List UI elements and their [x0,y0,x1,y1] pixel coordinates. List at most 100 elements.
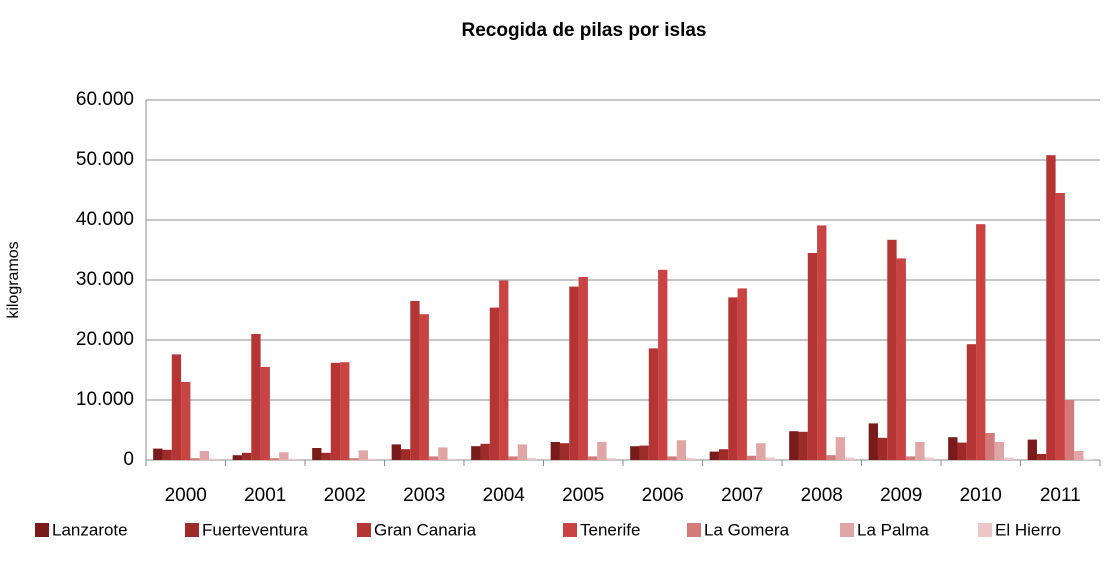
bar [826,455,836,460]
bar [667,456,677,460]
bar [232,455,242,460]
bar [1074,451,1084,460]
bar [489,307,500,460]
bar [728,297,738,460]
bar [269,458,280,460]
x-tick-label: 2005 [562,485,604,506]
x-tick-label: 2004 [483,485,526,506]
bar [587,456,598,460]
bar [976,224,986,460]
bar [597,442,607,460]
bar [508,456,518,460]
bar [1046,155,1056,460]
legend-label: Tenerife [580,520,640,539]
bar [349,458,359,460]
legend-label: La Palma [857,520,929,539]
bar [1055,193,1065,460]
bar [288,458,298,460]
x-tick-label: 2001 [244,485,286,506]
bar [896,258,906,460]
bar [260,367,270,460]
bar [746,455,757,460]
bar [153,448,163,460]
bar [162,449,172,460]
bar [765,457,775,460]
legend-swatch [563,523,577,537]
x-tick-label: 2003 [403,485,445,506]
bar [924,457,934,460]
bar [835,437,846,460]
y-tick-label: 40.000 [76,209,134,230]
y-tick-label: 20.000 [76,329,134,350]
bar [994,442,1005,460]
bar [330,362,341,460]
bar [410,301,420,460]
bar [798,431,808,460]
bar [915,442,925,460]
bar [630,446,640,460]
bar [391,444,401,460]
bar [171,354,182,460]
legend-swatch [357,523,371,537]
y-tick-label: 0 [123,449,134,470]
bar [471,446,481,460]
legend-label: Fuerteventura [202,520,308,539]
bar [1036,454,1047,460]
y-tick-label: 50.000 [76,149,134,170]
y-axis-title: kilogramos [5,241,22,318]
bar [877,437,888,460]
bar [321,452,331,460]
bar [517,444,528,460]
bar [658,269,668,460]
bar [985,433,995,460]
legend-swatch [687,523,701,537]
bar [358,450,369,460]
bar [648,348,659,460]
bar [199,451,210,460]
y-tick-label: 10.000 [76,389,134,410]
legend-swatch [978,523,992,537]
bar [905,456,916,460]
bar [1064,400,1075,460]
bar [569,286,579,460]
bar [447,458,457,460]
bar [550,442,560,460]
bar [789,431,799,460]
bar [807,253,818,460]
x-tick-label: 2000 [165,485,207,506]
bar [948,437,958,460]
bar [527,458,537,460]
legend-label: Lanzarote [52,520,128,539]
x-tick-label: 2006 [642,485,684,506]
bar [718,449,729,460]
bar [676,440,687,460]
legend-label: La Gomera [704,520,790,539]
bar [340,362,350,460]
x-tick-label: 2002 [324,485,366,506]
bar [817,225,827,460]
bar [868,423,878,460]
bar [209,458,219,460]
x-tick-label: 2009 [880,485,922,506]
bar [438,447,448,460]
y-tick-label: 30.000 [76,269,134,290]
bar [181,382,191,460]
bar [756,443,766,460]
bar [686,458,696,460]
bar [737,288,747,460]
legend-label: Gran Canaria [374,520,477,539]
bar [966,344,977,460]
bar [639,445,649,460]
bar [559,443,570,460]
x-tick-label: 2010 [960,485,1002,506]
bar [368,458,378,460]
legend-swatch [35,523,49,537]
legend-swatch [840,523,854,537]
bar [428,456,439,460]
chart-title: Recogida de pilas por islas [462,20,707,41]
legend-swatch [185,523,199,537]
x-tick-label: 2008 [801,485,843,506]
bar [606,458,616,460]
x-tick-label: 2011 [1040,485,1081,506]
